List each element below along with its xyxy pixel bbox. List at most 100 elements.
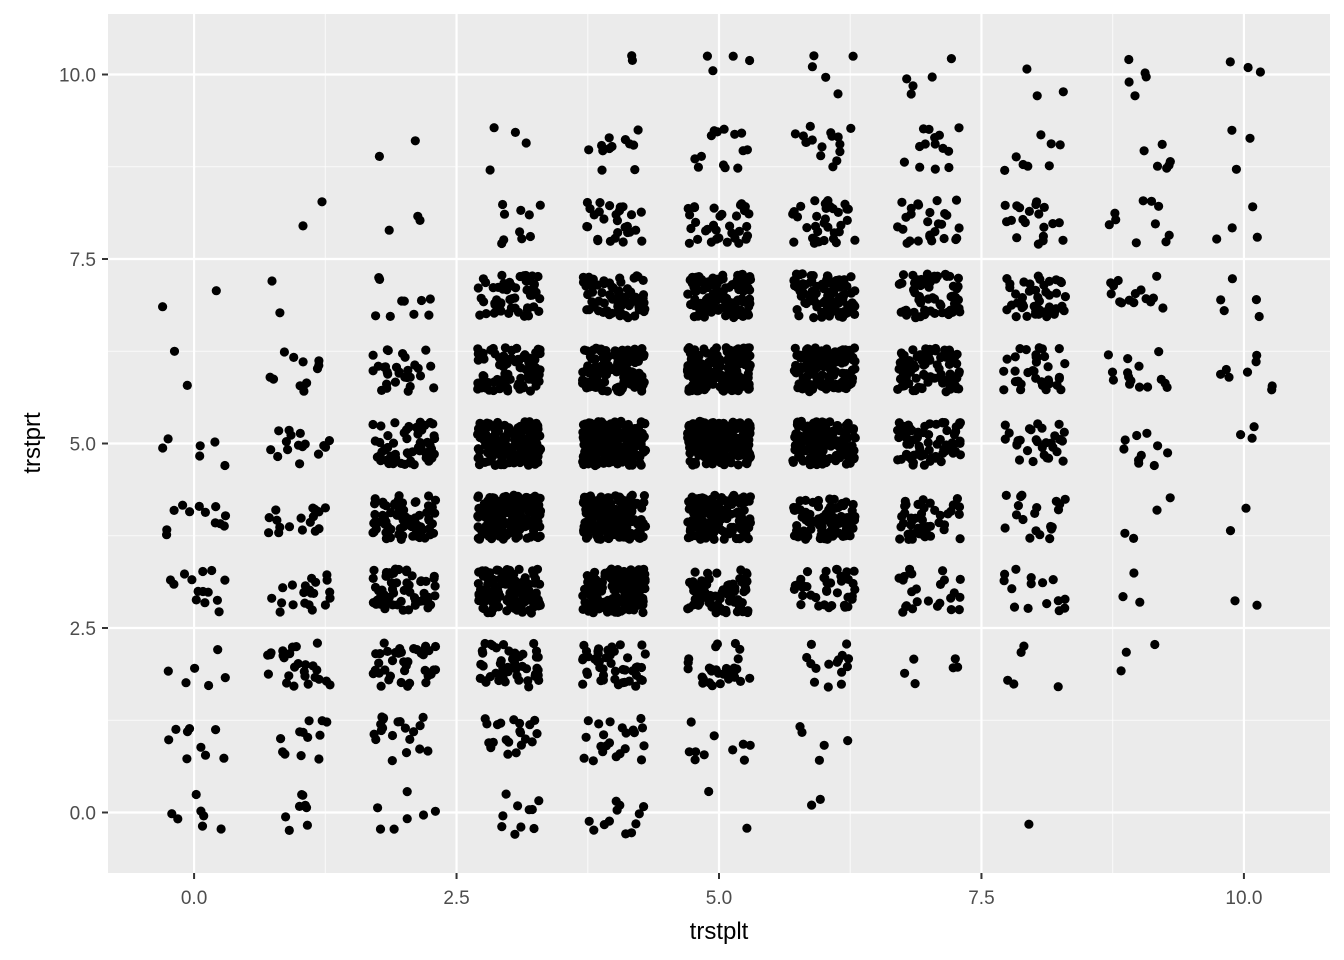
data-point bbox=[196, 742, 206, 752]
data-point bbox=[832, 565, 842, 575]
data-point bbox=[619, 358, 629, 368]
data-point bbox=[1013, 501, 1024, 511]
data-point bbox=[325, 593, 335, 603]
data-point bbox=[1152, 161, 1163, 171]
data-point bbox=[685, 348, 695, 358]
data-point bbox=[932, 271, 943, 281]
data-point bbox=[902, 74, 912, 84]
data-point bbox=[430, 591, 440, 601]
data-point bbox=[1054, 372, 1064, 382]
data-point bbox=[1247, 433, 1257, 443]
data-point bbox=[503, 386, 513, 396]
data-point bbox=[274, 426, 284, 436]
data-point bbox=[282, 678, 292, 688]
data-point bbox=[591, 362, 601, 372]
data-point bbox=[895, 534, 905, 544]
data-point bbox=[280, 749, 290, 759]
data-point bbox=[843, 736, 853, 746]
data-point bbox=[473, 283, 483, 293]
data-point bbox=[1108, 375, 1118, 385]
data-point bbox=[734, 371, 744, 381]
data-point bbox=[835, 139, 845, 149]
data-point bbox=[709, 203, 719, 213]
data-point bbox=[729, 663, 739, 673]
data-point bbox=[713, 600, 723, 610]
data-point bbox=[839, 350, 849, 360]
data-point bbox=[325, 680, 335, 690]
data-point bbox=[742, 576, 752, 587]
data-point bbox=[315, 730, 325, 740]
data-point bbox=[498, 664, 508, 674]
data-point bbox=[940, 446, 950, 456]
data-point bbox=[730, 356, 740, 366]
data-point bbox=[534, 376, 544, 386]
data-point bbox=[210, 437, 220, 447]
data-point bbox=[423, 671, 433, 681]
data-point bbox=[799, 379, 809, 389]
data-point bbox=[415, 744, 425, 754]
data-point bbox=[521, 270, 531, 281]
data-point bbox=[605, 362, 615, 373]
data-point bbox=[615, 273, 625, 283]
data-point bbox=[1103, 350, 1113, 360]
data-point bbox=[687, 433, 697, 443]
data-point bbox=[375, 599, 386, 609]
data-point bbox=[383, 442, 393, 453]
data-point bbox=[618, 237, 628, 247]
data-point bbox=[394, 491, 404, 501]
data-point bbox=[314, 524, 324, 534]
data-point bbox=[1000, 200, 1010, 210]
data-point bbox=[483, 502, 493, 512]
data-point bbox=[497, 270, 507, 280]
data-point bbox=[1165, 493, 1175, 503]
data-point bbox=[915, 141, 925, 152]
data-point bbox=[690, 755, 700, 765]
data-point bbox=[610, 666, 621, 676]
data-point bbox=[480, 378, 490, 388]
data-point bbox=[1030, 508, 1040, 518]
data-point bbox=[638, 275, 648, 285]
data-point bbox=[738, 146, 748, 156]
data-point bbox=[277, 598, 287, 608]
data-point bbox=[198, 566, 208, 577]
data-point bbox=[1134, 361, 1144, 371]
data-point bbox=[297, 525, 307, 535]
data-point bbox=[734, 226, 745, 236]
data-point bbox=[284, 671, 294, 681]
data-point bbox=[583, 289, 593, 300]
data-point bbox=[430, 641, 441, 652]
data-point bbox=[703, 568, 713, 578]
data-point bbox=[478, 428, 488, 438]
data-point bbox=[1024, 424, 1035, 434]
data-point bbox=[703, 424, 713, 434]
data-point bbox=[1117, 298, 1127, 308]
data-point bbox=[501, 735, 511, 745]
data-point bbox=[735, 200, 746, 210]
data-point bbox=[411, 422, 422, 432]
data-point bbox=[301, 803, 312, 813]
data-point bbox=[1142, 428, 1152, 438]
y-axis-ticks: 0.0 2.5 5.0 7.5 10.0 bbox=[59, 66, 108, 824]
data-point bbox=[407, 447, 418, 457]
data-point bbox=[399, 428, 409, 438]
data-point bbox=[613, 228, 623, 238]
data-point bbox=[372, 452, 382, 462]
data-point bbox=[717, 495, 727, 505]
data-point bbox=[299, 666, 309, 677]
data-point bbox=[725, 345, 735, 355]
data-point bbox=[387, 656, 398, 666]
data-point bbox=[911, 373, 921, 383]
data-point bbox=[298, 221, 308, 231]
data-point bbox=[819, 573, 829, 583]
data-point bbox=[1059, 427, 1069, 437]
data-point bbox=[267, 593, 277, 603]
data-point bbox=[1111, 215, 1121, 225]
data-point bbox=[409, 593, 420, 603]
data-point bbox=[639, 491, 650, 501]
data-point bbox=[424, 515, 434, 526]
data-point bbox=[578, 655, 588, 665]
data-point bbox=[702, 579, 712, 590]
y-tick-label: 10.0 bbox=[59, 66, 96, 87]
data-point bbox=[818, 512, 829, 522]
